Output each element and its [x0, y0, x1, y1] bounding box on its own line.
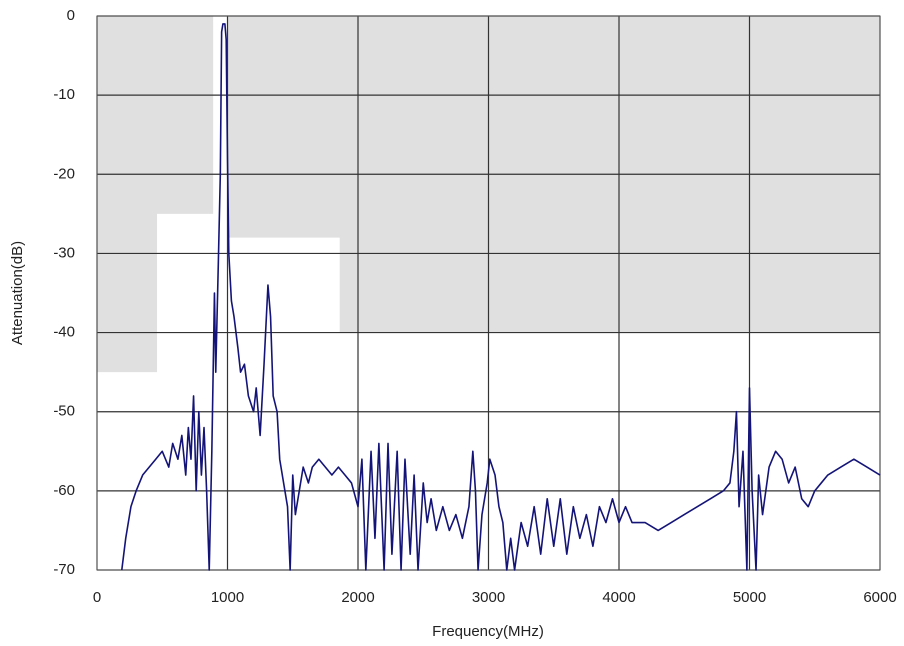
y-tick-label: 0	[67, 7, 75, 24]
x-tick-label: 2000	[341, 589, 374, 606]
response-line	[121, 23, 881, 571]
y-tick-label: -40	[53, 324, 75, 341]
y-tick-label: -10	[53, 86, 75, 103]
x-tick-label: 5000	[733, 589, 766, 606]
x-tick-label: 1000	[211, 589, 244, 606]
x-axis-title: Frequency(MHz)	[432, 623, 544, 640]
y-tick-label: -60	[53, 482, 75, 499]
x-tick-label: 3000	[472, 589, 505, 606]
x-tick-label: 0	[93, 589, 101, 606]
y-tick-label: -50	[53, 403, 75, 420]
y-axis-title: Attenuation(dB)	[9, 241, 26, 345]
y-tick-label: -20	[53, 165, 75, 182]
plot-border	[96, 15, 881, 571]
x-tick-label: 4000	[602, 589, 635, 606]
y-tick-label: -30	[53, 244, 75, 261]
y-tick-label: -70	[53, 561, 75, 578]
x-tick-label: 6000	[863, 589, 896, 606]
